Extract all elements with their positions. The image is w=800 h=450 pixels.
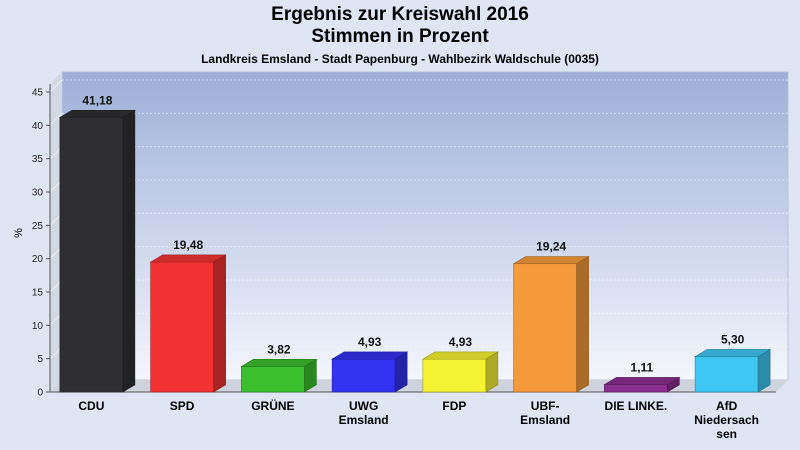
bar-front [241, 366, 305, 393]
category-label-line: Emsland [339, 413, 389, 427]
category-label: SPD [170, 399, 195, 413]
bar-top [58, 109, 136, 118]
category-label-line: sen [716, 427, 737, 441]
category-label: DIE LINKE. [605, 399, 668, 413]
bar [58, 109, 136, 393]
value-label: 4,93 [358, 335, 382, 349]
category-label: UBF-Emsland [520, 399, 570, 427]
value-label: 1,11 [631, 360, 654, 374]
y-tick-label: 10 [32, 321, 44, 332]
y-tick-label: 5 [37, 354, 43, 365]
bar-top [240, 359, 318, 367]
y-tick-label: 30 [32, 188, 44, 199]
bar-front [422, 358, 487, 393]
bar-front [604, 384, 668, 393]
category-label-line: UWG [349, 399, 378, 413]
bar-side [576, 256, 589, 393]
bar-front [331, 358, 396, 393]
bar-front [150, 261, 214, 393]
bar-front [59, 117, 124, 393]
bar-front [513, 263, 577, 393]
category-label-line: GRÜNE [251, 398, 294, 413]
category-label-line: AfD [716, 399, 738, 413]
category-label: UWG Emsland [339, 399, 389, 427]
bar-side [213, 254, 226, 393]
bar [331, 351, 409, 393]
bar-front [694, 356, 759, 393]
y-tick-label: 25 [32, 221, 44, 232]
category-label: FDP [442, 399, 466, 413]
category-label: AfD Niedersach sen [694, 399, 759, 441]
bar-top [331, 351, 409, 360]
category-label-line: DIE LINKE. [605, 399, 668, 413]
category-label: CDU [78, 399, 104, 413]
category-label: GRÜNE [251, 398, 294, 413]
bar-side [485, 351, 499, 393]
bar [149, 254, 227, 393]
y-tick-label: 35 [32, 154, 44, 165]
bar-side [757, 348, 771, 393]
y-tick-label: 20 [32, 254, 44, 265]
value-label: 4,93 [449, 335, 473, 349]
plot-side-wall [50, 72, 62, 392]
value-label: 19,48 [173, 238, 203, 252]
title-block: Ergebnis zur Kreiswahl 2016 Stimmen in P… [0, 4, 800, 66]
value-label: 19,24 [536, 240, 566, 254]
bar-top [512, 256, 590, 265]
category-label-line: UBF- [531, 399, 560, 413]
bar-side [394, 351, 408, 393]
grid-line-side [49, 79, 63, 93]
bar-top [421, 351, 499, 360]
bar-side [304, 358, 317, 393]
bar-side [667, 376, 680, 393]
grid-line-side [49, 112, 63, 126]
y-tick-label: 15 [32, 288, 44, 299]
bar [421, 351, 499, 393]
category-label-line: SPD [170, 399, 195, 413]
value-label: 5,30 [721, 332, 745, 346]
value-label: 41,18 [82, 93, 112, 107]
bar [512, 256, 590, 393]
category-label-line: FDP [442, 399, 466, 413]
bar-top [694, 349, 772, 357]
y-tick-label: 45 [32, 88, 44, 99]
category-label-line: CDU [78, 399, 104, 413]
y-tick-label: 0 [37, 388, 43, 399]
y-axis-label: % [13, 228, 25, 238]
chart-title-line-2: Stimmen in Prozent [311, 26, 489, 47]
category-label-line: Emsland [520, 413, 570, 427]
chart-title-line-1: Ergebnis zur Kreiswahl 2016 [271, 4, 529, 25]
bar-top [603, 377, 681, 385]
chart-subtitle: Landkreis Emsland - Stadt Papenburg - Wa… [201, 52, 599, 66]
y-tick-label: 40 [32, 121, 44, 132]
bar [694, 348, 772, 393]
category-label-line: Niedersach [694, 413, 759, 427]
bar-top [149, 254, 227, 263]
bar-side [122, 109, 136, 393]
value-label: 3,82 [267, 342, 291, 356]
bar [603, 376, 681, 393]
plot-floor [50, 380, 788, 392]
bar [240, 358, 318, 393]
